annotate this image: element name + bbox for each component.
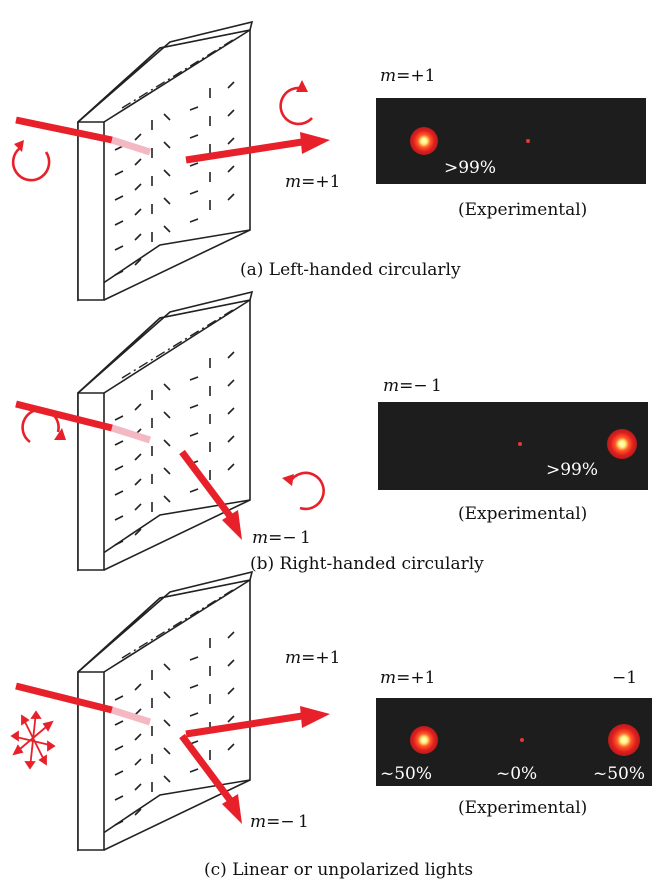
percent-c-right: ~50% bbox=[593, 764, 646, 784]
incident-beam-c bbox=[15, 682, 113, 714]
experimental-panel-c bbox=[376, 698, 652, 786]
grating-b bbox=[77, 290, 254, 572]
panel-a-title: m=+1 bbox=[380, 66, 436, 86]
spot-plot-a bbox=[410, 127, 530, 155]
panel-b-title: m=− 1 bbox=[383, 376, 442, 396]
spot-left-c bbox=[410, 726, 438, 754]
spot-left-a bbox=[410, 127, 438, 155]
diffracted-beam-a-plus1 bbox=[185, 138, 303, 164]
spot-plot-c bbox=[410, 724, 640, 756]
experimental-label-a: (Experimental) bbox=[458, 200, 588, 220]
spot-center-a bbox=[526, 139, 530, 143]
spot-right-b bbox=[607, 429, 637, 459]
diffracted-beam-b-minus1 bbox=[179, 449, 233, 519]
diffracted-beam-c-minus1 bbox=[179, 733, 233, 803]
spot-center-b bbox=[518, 442, 522, 446]
spot-right-c bbox=[608, 724, 640, 756]
incident-beam-b bbox=[15, 400, 113, 432]
left-circular-arrow-icon bbox=[288, 471, 325, 511]
beam-label-c-plus: m=+1 bbox=[285, 648, 341, 668]
left-circular-arrow-icon bbox=[11, 146, 51, 182]
experimental-panel-b bbox=[378, 402, 648, 490]
panel-c-title-left: m=+1 bbox=[380, 668, 436, 688]
percent-a: >99% bbox=[444, 158, 497, 178]
caption-b: (b) Right-handed circularly bbox=[250, 554, 484, 574]
incident-beam-a bbox=[15, 116, 113, 144]
panel-c-title-right: −1 bbox=[612, 668, 638, 688]
grating-c bbox=[77, 570, 254, 852]
beam-label-c-minus: m=− 1 bbox=[250, 812, 309, 832]
percent-b: >99% bbox=[546, 460, 599, 480]
experimental-label-c: (Experimental) bbox=[458, 798, 588, 818]
experimental-label-b: (Experimental) bbox=[458, 504, 588, 524]
right-circular-arrow-icon bbox=[279, 86, 313, 126]
unpolarized-light-icon bbox=[10, 710, 56, 770]
beam-label-b: m=− 1 bbox=[252, 528, 311, 548]
diffracted-beam-c-plus1 bbox=[185, 712, 303, 738]
percent-c-center: ~0% bbox=[496, 764, 538, 784]
percent-c-left: ~50% bbox=[380, 764, 433, 784]
caption-c: (c) Linear or unpolarized lights bbox=[204, 860, 474, 880]
caption-a: (a) Left-handed circularly bbox=[240, 260, 461, 280]
spot-center-c bbox=[520, 738, 524, 742]
experimental-panel-a bbox=[376, 98, 646, 184]
right-circular-arrow-icon bbox=[21, 408, 60, 444]
beam-label-a: m=+1 bbox=[285, 172, 341, 192]
spot-plot-b bbox=[518, 429, 637, 459]
grating-a bbox=[77, 20, 254, 302]
